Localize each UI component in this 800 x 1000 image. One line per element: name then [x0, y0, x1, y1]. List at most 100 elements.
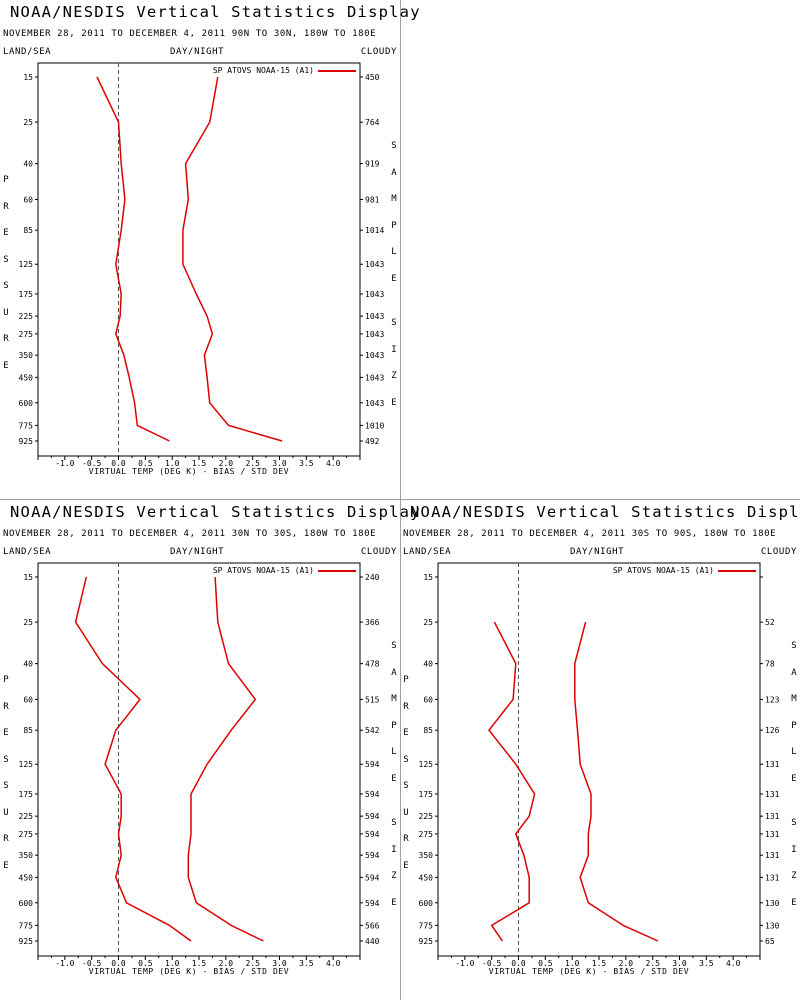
- sample-size-label: 240: [365, 573, 380, 582]
- chart-area: -1.0 -0.5 0.0 0.5 1.0 1.5 2.0 2.5 3.0 3.5 4.0 VIRTU…: [19, 62, 384, 476]
- pressure-label: 15: [23, 573, 33, 582]
- sample-size-label: 492: [365, 437, 380, 446]
- axis-label-letter: A: [391, 667, 397, 678]
- axis-label-letter: L: [391, 747, 397, 757]
- pressure-label: 925: [19, 437, 34, 446]
- sample-size-label: 366: [365, 618, 380, 627]
- series-std-dev-line: [182, 76, 283, 442]
- x-tick-label: 2.0: [219, 959, 234, 968]
- axis-label-letter: Z: [391, 871, 397, 881]
- axis-label-letter: R: [3, 834, 9, 844]
- pressure-label: 125: [19, 260, 34, 269]
- series-std-dev-line: [574, 621, 659, 942]
- x-axis-label: VIRTUAL TEMP (DEG K) - BIAS / STD DEV: [89, 467, 289, 476]
- sample-size-label: 131: [765, 790, 780, 799]
- sample-size-label: 78: [765, 660, 775, 669]
- legend-label: SP ATOVS NOAA-15 (A1): [213, 66, 314, 75]
- pressure-label: 60: [423, 695, 433, 704]
- panel-subtitle: NOVEMBER 28, 2011 TO DECEMBER 4, 2011 30…: [403, 529, 777, 539]
- sample-size-label: 131: [765, 812, 780, 821]
- axis-label-letter: P: [3, 175, 9, 185]
- axis-label-letter: R: [3, 201, 9, 212]
- x-tick-label: -1.0: [55, 459, 74, 468]
- axis-label-letter: R: [3, 701, 9, 712]
- sample-size-label: 919: [365, 160, 380, 169]
- x-tick-label: 4.0: [726, 959, 741, 968]
- sample-size-label: 131: [765, 851, 780, 860]
- pressure-label: 60: [23, 695, 33, 704]
- axis-label-letter: P: [403, 675, 409, 685]
- chart-area: -1.0 -0.5 0.0 0.5 1.0 1.5 2.0 2.5 3.0 3.5 4.0 VIRTU…: [19, 562, 380, 976]
- sample-size-label: 450: [365, 73, 380, 82]
- axis-label-letter: E: [391, 273, 397, 284]
- legend-label: SP ATOVS NOAA-15 (A1): [613, 566, 714, 575]
- pressure-label: 225: [19, 812, 34, 821]
- horizontal-divider: [0, 499, 800, 500]
- series-bias-line: [74, 576, 192, 942]
- x-tick-label: 1.0: [165, 459, 180, 468]
- axis-label-letter: R: [403, 834, 409, 844]
- sample-size-label: 594: [365, 830, 380, 839]
- axis-label-letter: S: [391, 318, 397, 328]
- header-land-sea: LAND/SEA: [403, 547, 452, 557]
- pressure-label: 775: [419, 921, 434, 930]
- panel-title: NOAA/NESDIS Vertical Statistics Display: [410, 503, 800, 521]
- x-tick-label: -0.5: [82, 959, 101, 968]
- pressure-label: 350: [419, 851, 434, 860]
- y-axis-label: P R E S S U R E: [401, 676, 411, 888]
- plot-frame: [37, 62, 361, 457]
- x-tick-label: -0.5: [82, 459, 101, 468]
- x-tick-label: 3.0: [272, 459, 287, 468]
- pressure-label: 275: [419, 830, 434, 839]
- pressure-label: 40: [23, 160, 33, 169]
- x-tick-label: 2.0: [219, 459, 234, 468]
- sample-size-label: 1043: [365, 373, 384, 382]
- sample-size-label: 123: [765, 695, 780, 704]
- axis-label-letter: S: [791, 818, 797, 828]
- axis-label-letter: E: [403, 728, 409, 738]
- sample-size-label: 594: [365, 851, 380, 860]
- axis-label-letter: S: [3, 254, 9, 265]
- axis-label-letter: S: [3, 281, 9, 291]
- y2-axis-label: S A M P L E S I Z E: [389, 642, 399, 925]
- stats-panel-90n-30n: NOAA/NESDIS Vertical Statistics Display …: [0, 0, 420, 500]
- axis-label-letter: P: [391, 720, 397, 731]
- x-tick-label: 1.0: [165, 959, 180, 968]
- sample-size-label: 131: [765, 830, 780, 839]
- axis-label-letter: E: [391, 773, 397, 784]
- pressure-label: 600: [19, 399, 34, 408]
- empty-panel: [400, 0, 800, 500]
- sample-size-label: 1043: [365, 330, 384, 339]
- stats-panel-30s-90s: NOAA/NESDIS Vertical Statistics Display …: [400, 500, 800, 1000]
- sample-size-label: 764: [365, 118, 380, 127]
- x-tick-label: 1.0: [565, 959, 580, 968]
- axis-label-letter: Z: [791, 871, 797, 881]
- y2-axis-label: S A M P L E S I Z E: [389, 142, 399, 425]
- x-axis-label: VIRTUAL TEMP (DEG K) - BIAS / STD DEV: [89, 967, 289, 976]
- axis-label-letter: Z: [391, 371, 397, 381]
- pressure-label: 600: [19, 899, 34, 908]
- sample-size-label: 1043: [365, 260, 384, 269]
- axis-label-letter: S: [403, 754, 409, 765]
- axis-label-letter: S: [391, 641, 397, 651]
- axis-label-letter: P: [391, 220, 397, 231]
- pressure-label: 125: [419, 760, 434, 769]
- axis-label-letter: S: [3, 781, 9, 791]
- pressure-label: 450: [419, 873, 434, 882]
- x-tick-label: -1.0: [455, 959, 474, 968]
- axis-label-letter: E: [3, 728, 9, 738]
- sample-size-label: 131: [765, 873, 780, 882]
- sample-size-label: 594: [365, 899, 380, 908]
- pressure-label: 25: [423, 618, 433, 627]
- sample-size-label: 478: [365, 660, 380, 669]
- pressure-label: 775: [19, 421, 34, 430]
- x-tick-label: 3.0: [672, 959, 687, 968]
- x-tick-label: 1.5: [192, 459, 207, 468]
- axis-label-letter: A: [391, 167, 397, 178]
- sample-size-label: 1043: [365, 399, 384, 408]
- sample-size-label: 440: [365, 937, 380, 946]
- pressure-label: 60: [23, 195, 33, 204]
- x-tick-label: 2.5: [645, 959, 660, 968]
- pressure-label: 175: [419, 790, 434, 799]
- series-std-dev-line: [187, 576, 264, 942]
